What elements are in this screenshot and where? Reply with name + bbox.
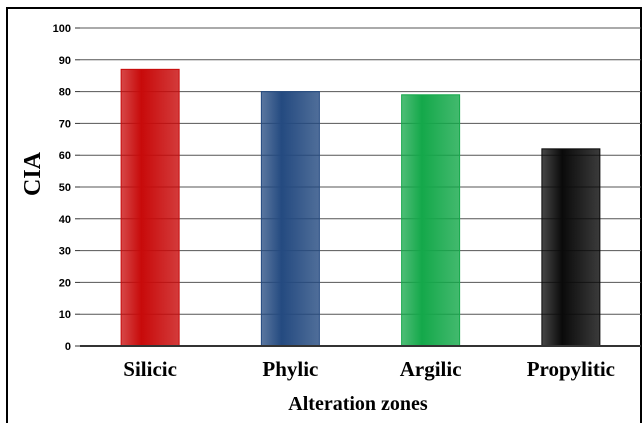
y-tick-label: 30 (59, 246, 71, 258)
x-tick-label-phylic: Phylic (262, 357, 318, 381)
y-tick-label: 80 (59, 87, 71, 99)
y-tick-label: 100 (53, 23, 71, 35)
bar-propylitic (541, 148, 601, 347)
y-tick-label: 50 (59, 182, 71, 194)
y-tick-label: 70 (59, 118, 71, 130)
y-tick-label: 0 (65, 341, 71, 353)
y-tick-label: 10 (59, 309, 71, 321)
x-tick-label-silicic: Silicic (123, 357, 177, 381)
y-tick-label: 40 (59, 214, 71, 226)
y-axis-title: CIA (20, 151, 46, 196)
chart-frame (6, 7, 642, 423)
bar-silicic (120, 68, 180, 347)
bar-phylic (260, 91, 320, 347)
bar-argilic (401, 94, 461, 347)
y-tick-label: 90 (59, 55, 71, 67)
x-axis-labels: Silicic Phylic Argilic Propylitic (123, 357, 615, 381)
y-tick-label: 20 (59, 277, 71, 289)
bars (120, 68, 601, 347)
y-axis-ticks: 0 10 20 30 40 50 60 70 80 90 100 (53, 23, 80, 353)
y-tick-label: 60 (59, 150, 71, 162)
x-axis-title: Alteration zones (288, 393, 428, 415)
x-tick-label-propylitic: Propylitic (527, 357, 615, 381)
x-tick-label-argilic: Argilic (400, 357, 462, 381)
